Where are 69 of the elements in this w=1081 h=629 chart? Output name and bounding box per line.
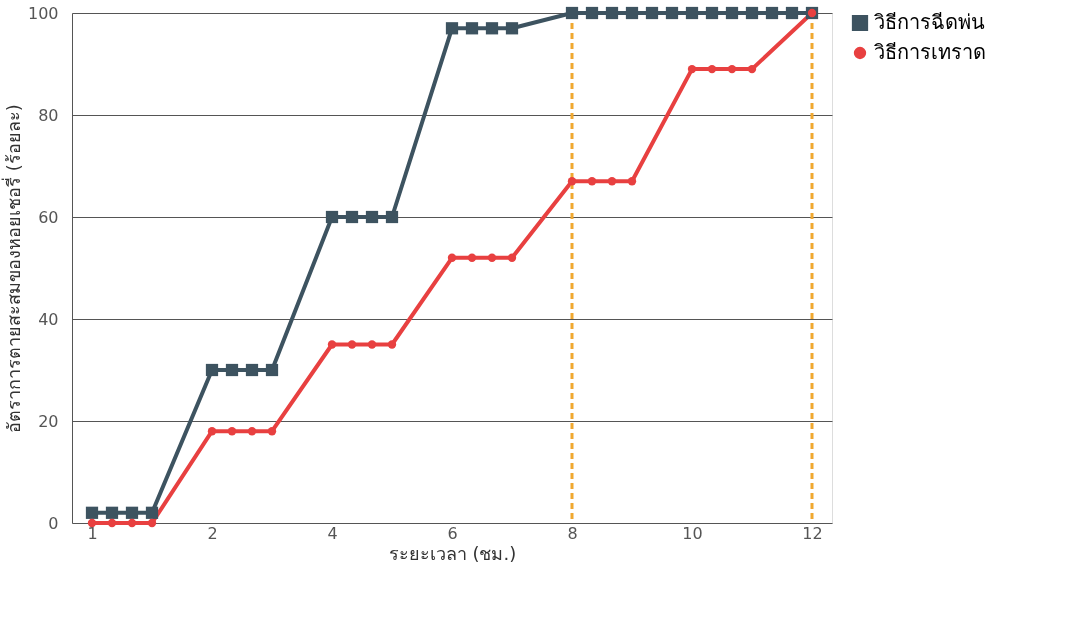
point [345,210,359,224]
point [645,6,659,20]
point [625,6,639,20]
x-tick-label: 6 [447,523,458,543]
point [325,210,339,224]
x-tick-label: 2 [207,523,218,543]
point [745,6,759,20]
point [587,177,597,186]
point [765,6,779,20]
point [605,6,619,20]
point [665,6,679,20]
point [507,253,517,262]
point [565,6,579,20]
point [145,506,159,519]
point [725,6,739,20]
point [87,518,97,528]
point [627,177,637,186]
point [85,506,99,519]
y-tick-label: 60 [38,207,59,227]
point [445,22,459,35]
point [567,177,577,186]
point [387,340,397,349]
point [785,6,799,20]
y-tick-label: 0 [48,513,59,533]
point [367,340,377,349]
x-tick-label: 10 [682,523,703,543]
point [245,363,259,377]
point [107,518,117,528]
point [465,22,479,35]
point [747,64,757,74]
point [385,210,399,224]
point [505,22,519,35]
point [267,427,277,436]
x-tick-label: 12 [802,523,823,543]
point [125,506,139,519]
legend-label: วิธีการฉีดพ่น [874,10,985,34]
point [447,253,457,262]
point [347,340,357,349]
point [727,64,737,74]
y-tick-label: 40 [38,309,59,329]
point [105,506,119,519]
point [207,427,217,436]
x-tick-label: 8 [567,523,578,543]
x-axis-title: ระยะเวลา (ชม.) [388,542,517,564]
point [147,518,157,528]
point [707,64,717,74]
y-tick-label: 80 [38,105,59,125]
point [205,363,219,377]
point [247,427,257,436]
point [705,6,719,20]
point [487,253,497,262]
point [687,64,697,74]
y-tick-label: 20 [38,411,59,431]
point [227,427,237,436]
point [485,22,499,35]
point [467,253,477,262]
point [127,518,137,528]
y-tick-label: 100 [27,3,59,23]
point [327,340,337,349]
x-tick-label: 1 [87,523,98,543]
point [265,363,279,377]
point [365,210,379,224]
y-axis-title: อัตราการตายสะสมของหอยเชอรี่ (ร้อยละ) [0,104,24,433]
x-tick-label: 4 [327,523,338,543]
point [585,6,599,20]
point [607,177,617,186]
point [685,6,699,20]
legend-label: วิธีการเทราด [874,40,986,64]
point [225,363,239,377]
